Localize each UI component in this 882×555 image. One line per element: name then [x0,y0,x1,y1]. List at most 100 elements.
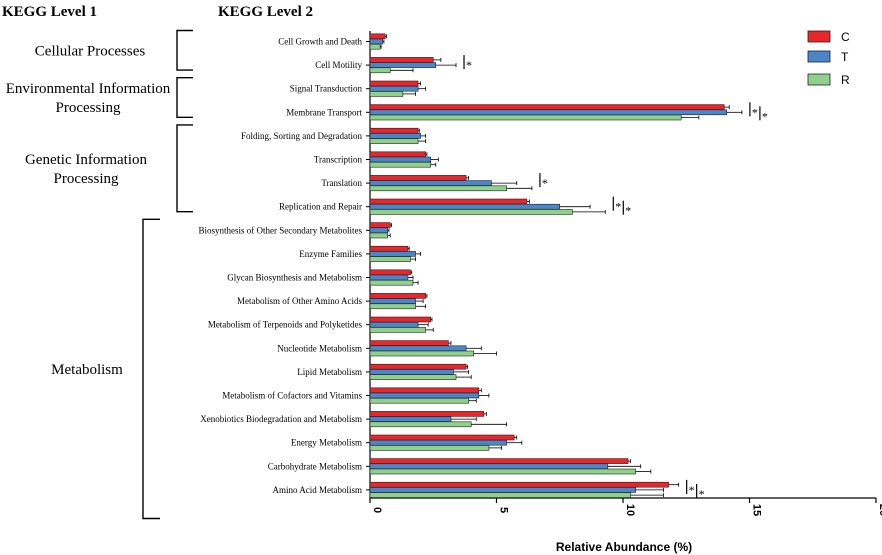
bar-C [369,434,515,441]
bar-R [369,327,426,333]
bar-R [369,279,414,286]
significance-star: * [762,109,768,123]
category-label: Metabolism of Other Amino Acids [237,296,362,306]
significance-star: * [542,176,548,190]
bar-T [369,38,383,45]
significance-star: * [625,204,631,218]
significance-star: * [466,58,472,72]
group-label: Environmental Information [6,81,171,97]
bar-T [369,133,421,139]
category-label: Amino Acid Metabolism [273,485,363,495]
legend-swatch-C [807,30,831,43]
bar-C [369,80,419,87]
bar-T [369,251,416,257]
bar-R [369,138,419,144]
bar-C [369,293,426,299]
bar-C [369,340,449,346]
x-tick-label: 10 [624,504,636,516]
bar-C [369,104,725,110]
bar-R [369,468,636,475]
category-label: Cell Motility [315,60,362,70]
category-label: Xenobiotics Biodegradation and Metabolis… [200,414,362,424]
bar-T [369,416,452,422]
bar-R [369,209,573,215]
bar-C [369,127,419,134]
bar-T [369,274,409,281]
bar-C [369,363,467,370]
x-tick-label: 5 [498,507,510,513]
bar-T [369,369,454,375]
bar-C [369,33,386,40]
bar-R [369,43,381,50]
bar-T [369,156,432,163]
plot-area: 0 5 10 15 20 Cell Growth and Death Cell Motili… [6,29,882,520]
category-label: Enzyme Families [299,249,362,259]
bar-C [369,316,432,323]
group-label: Processing [54,171,119,187]
bar-R [369,492,631,498]
x-tick-label: 20 [877,504,882,516]
bar-T [369,227,389,234]
bar-T [369,392,480,399]
bar-C [369,245,409,252]
bar-R [369,67,391,74]
legend-label-R: R [841,73,850,87]
bar-R [369,114,682,121]
x-axis-label: Relative Abundance (%) [556,540,692,554]
bar-T [369,62,437,68]
significance-star: * [615,200,621,214]
category-label: Carbohydrate Metabolism [268,461,362,471]
category-label: Signal Transduction [290,84,363,94]
bar-C [369,411,485,417]
bar-R [369,232,389,239]
bar-R [369,421,472,428]
bar-R [369,256,411,262]
bar-C [369,387,480,394]
bar-C [369,57,434,63]
significance-star: * [752,105,758,119]
category-label: Biosynthesis of Other Secondary Metaboli… [199,225,363,235]
bar-T [369,439,507,446]
bar-T [369,487,636,493]
bar-C [369,151,426,158]
category-label: Lipid Metabolism [297,367,362,377]
bar-C [369,481,669,488]
x-tick-label: 15 [751,504,763,516]
group-bracket [142,218,160,520]
legend-label-C: C [841,30,850,44]
bar-C [369,198,528,205]
bar-T [369,463,609,470]
group-bracket [176,77,193,118]
bar-C [369,269,411,276]
category-label: Metabolism of Terpenoids and Polyketides [208,320,363,330]
significance-star: * [689,483,695,497]
group-label: Processing [56,100,121,116]
kegg-level2-header: KEGG Level 2 [218,4,313,20]
group-bracket [176,29,193,71]
significance-star: * [699,487,705,501]
legend-swatch-R [807,73,831,86]
bar-T [369,298,416,304]
category-label: Cell Growth and Death [278,37,362,47]
bar-T [369,85,419,92]
bar-R [369,374,457,380]
bar-R [369,91,404,97]
legend-label-T: T [841,50,849,64]
bar-C [369,175,467,181]
bar-T [369,180,492,186]
x-tick-label: 0 [371,507,383,513]
category-label: Translation [321,178,362,188]
bar-R [369,397,469,404]
group-bracket [176,124,193,213]
bar-R [369,445,490,451]
kegg-level1-header: KEGG Level 1 [2,4,97,20]
group-label: Cellular Processes [35,43,146,59]
category-label: Metabolism of Cofactors and Vitamins [222,391,362,401]
bar-C [369,222,391,228]
category-label: Membrane Transport [286,107,362,117]
category-label: Glycan Biosynthesis and Metabolism [227,273,362,283]
category-label: Replication and Repair [279,202,362,212]
bar-T [369,109,728,116]
category-label: Nucleotide Metabolism [277,343,362,353]
